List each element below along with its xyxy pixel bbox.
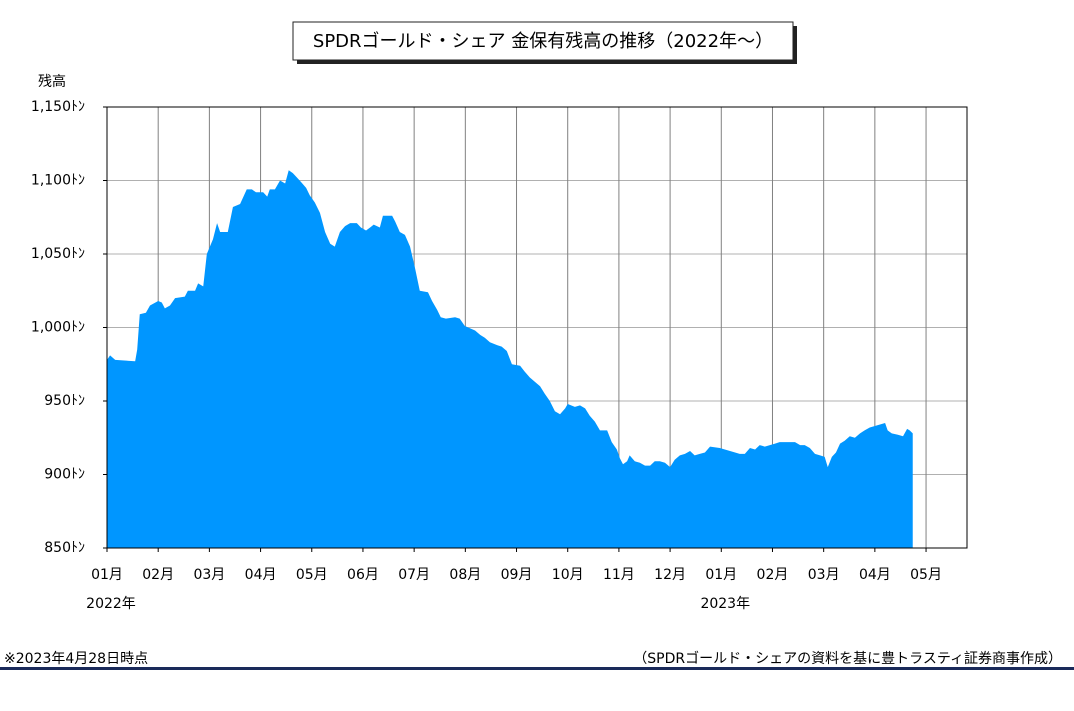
x-tick-label: 04月 <box>245 567 277 583</box>
x-tick-label: 12月 <box>654 567 686 583</box>
x-tick-label: 03月 <box>193 567 225 583</box>
y-tick-label: 950ﾄﾝ <box>44 393 85 409</box>
x-tick-label: 03月 <box>808 567 840 583</box>
x-tick-label: 07月 <box>398 567 430 583</box>
y-tick-label: 850ﾄﾝ <box>44 540 85 556</box>
y-tick-label: 1,000ﾄﾝ <box>31 320 85 336</box>
x-tick-label: 01月 <box>91 567 123 583</box>
year-label: 2022年 <box>86 596 136 612</box>
x-tick-label: 05月 <box>910 567 942 583</box>
x-tick-label: 06月 <box>347 567 379 583</box>
source: （SPDRゴールド・シェアの資料を基に豊トラスティ証券商事作成） <box>633 650 1062 667</box>
footer-rule <box>0 667 1074 670</box>
x-tick-label: 08月 <box>449 567 481 583</box>
chart-title: SPDRゴールド・シェア 金保有残高の推移（2022年～） <box>313 31 773 52</box>
y-tick-label: 1,150ﾄﾝ <box>31 99 85 115</box>
y-tick-label: 1,050ﾄﾝ <box>31 246 85 262</box>
plot-border <box>106 106 968 549</box>
y-axis-label: 残高 <box>38 73 66 90</box>
area <box>107 170 913 548</box>
year-label: 2023年 <box>700 596 750 612</box>
plot-area: 850ﾄﾝ 900ﾄﾝ 950ﾄﾝ 1,000ﾄﾝ 1,050ﾄﾝ 1,100ﾄﾝ 1,15… <box>31 99 968 612</box>
x-tick-label: 02月 <box>757 567 789 583</box>
x-tick-label: 01月 <box>705 567 737 583</box>
x-tick-label: 02月 <box>142 567 174 583</box>
x-tick-label: 09月 <box>501 567 533 583</box>
x-tick-label: 05月 <box>296 567 328 583</box>
y-tick-label: 1,100ﾄﾝ <box>31 173 85 189</box>
title-box <box>292 21 794 61</box>
footnote: ※2023年4月28日時点 <box>4 651 148 667</box>
x-tick-label: 04月 <box>859 567 891 583</box>
x-tick-label: 11月 <box>603 567 635 583</box>
y-tick-label: 900ﾄﾝ <box>44 467 85 483</box>
x-tick-label: 10月 <box>552 567 584 583</box>
